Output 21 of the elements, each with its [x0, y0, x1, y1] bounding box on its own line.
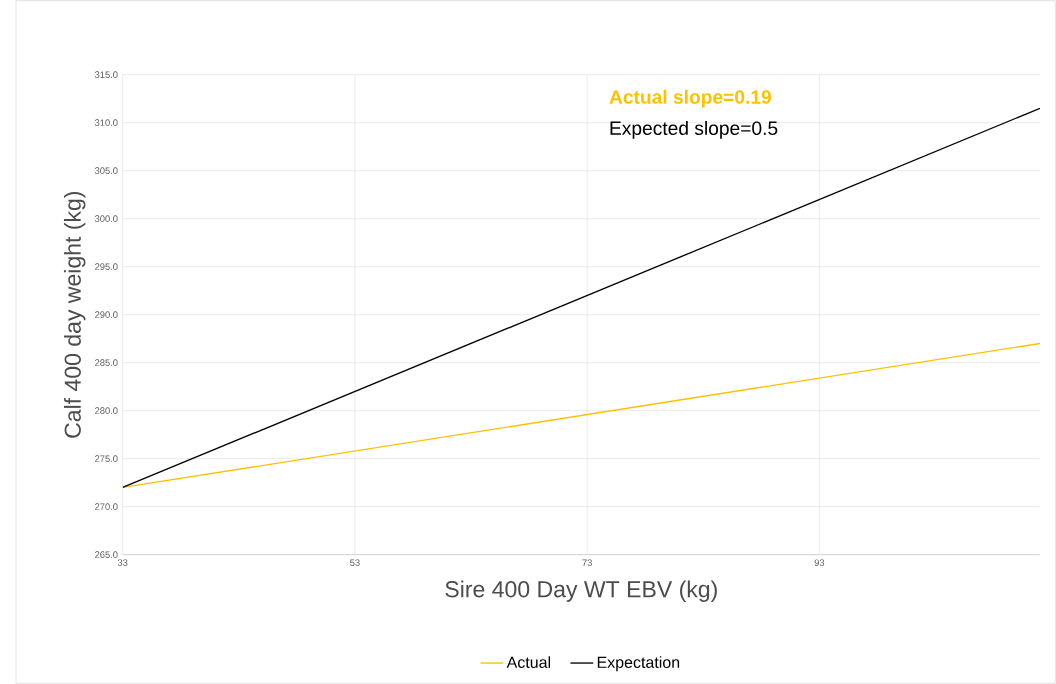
- y-tick-label: 310.0: [94, 119, 118, 126]
- y-tick-label: 305.0: [94, 167, 118, 174]
- y-tick-label: 280.0: [95, 407, 118, 414]
- y-tick-label: 285.0: [95, 359, 118, 366]
- x-axis-title: Sire 400 Day WT EBV (kg): [445, 580, 717, 602]
- x-tick-label: 53: [350, 559, 360, 566]
- y-tick-label: 315.0: [94, 71, 118, 78]
- y-tick-label: 290.0: [95, 311, 118, 318]
- y-axis-title: Calf 400 day weight (kg): [63, 191, 86, 438]
- annotation: Expected slope=0.5: [610, 120, 778, 139]
- legend-label: Expectation: [597, 656, 680, 672]
- y-tick-label: 295.0: [95, 263, 118, 270]
- y-tick-label: 270.0: [95, 503, 118, 510]
- x-tick-label: 73: [582, 559, 592, 566]
- y-tick-label: 275.0: [95, 455, 118, 462]
- x-tick-label: 93: [814, 559, 825, 566]
- legend-label: Actual: [506, 656, 551, 668]
- y-tick-label: 300.0: [94, 215, 118, 222]
- annotation: Actual slope=0.19: [609, 89, 771, 108]
- y-tick-label: 265.0: [95, 551, 118, 558]
- x-tick-label: 33: [117, 559, 128, 566]
